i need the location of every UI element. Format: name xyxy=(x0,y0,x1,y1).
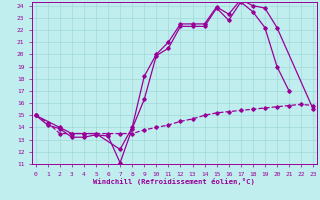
X-axis label: Windchill (Refroidissement éolien,°C): Windchill (Refroidissement éolien,°C) xyxy=(93,178,255,185)
